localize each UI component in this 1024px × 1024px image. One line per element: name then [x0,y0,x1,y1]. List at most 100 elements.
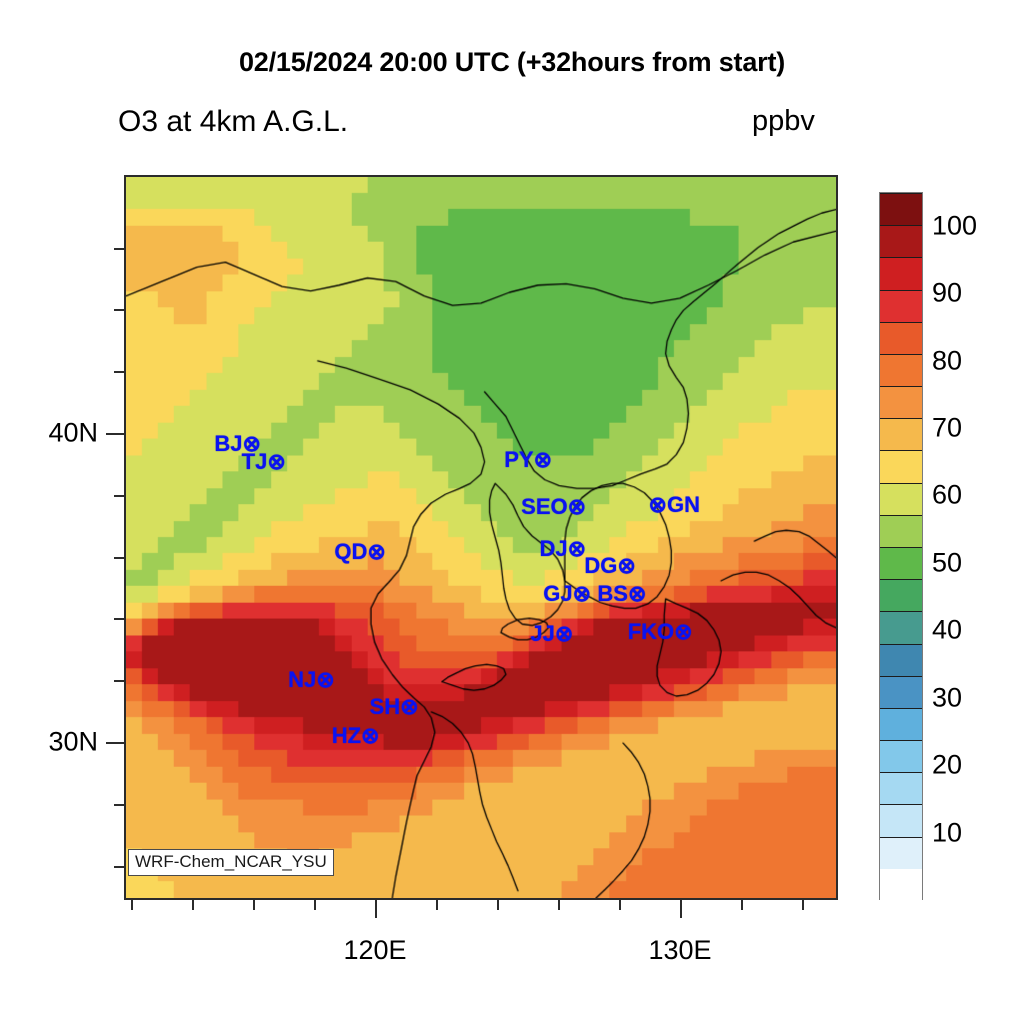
model-name-badge: WRF-Chem_NCAR_YSU [128,849,334,876]
station-code-label: DJ [539,536,568,562]
y-tick [114,248,124,250]
station-cross-icon: ⊗ [367,538,386,564]
station-code-label: TJ [241,448,268,474]
station-marker-bj[interactable]: BJ⊗ [214,430,261,456]
station-marker-gn[interactable]: ⊗GN [649,494,700,516]
station-cross-icon: ⊗ [361,723,380,749]
x-tick [192,900,194,910]
station-marker-hz[interactable]: HZ⊗ [332,725,380,747]
station-marker-dj[interactable]: DJ⊗ [540,538,587,560]
station-cross-icon: ⊗ [648,492,667,518]
x-tick [436,900,438,910]
colorbar-band [880,707,922,741]
colorbar-band [880,804,922,837]
colorbar-label-40: 40 [932,614,963,645]
coastline-overlay-canvas [126,177,836,898]
station-code-label: PY [504,447,534,473]
y-tick-label-30n: 30N [48,726,98,757]
station-cross-icon: ⊗ [316,666,335,692]
station-marker-tj[interactable]: TJ⊗ [241,448,286,474]
station-marker-sh[interactable]: SH⊗ [369,693,419,719]
page-title: 02/15/2024 20:00 UTC (+32hours from star… [238,47,786,77]
x-tick [497,900,499,910]
colorbar-band [880,418,922,451]
station-code-label: FKO [627,618,675,644]
station-marker-layer: BJ⊗ TJ⊗ QD⊗ PY⊗ SEO⊗ ⊗GN DJ⊗ DG⊗ GJ⊗ BS⊗ JJ⊗ FKO⊗ NJ… [126,177,836,898]
y-tick [114,495,124,497]
units-label: ppbv [752,105,815,137]
colorbar-label-30: 30 [932,682,963,713]
station-cross-icon: ⊗ [242,430,261,456]
colorbar-label-100: 100 [932,210,978,241]
colorbar-band [880,193,922,226]
colorbar-band [880,868,922,901]
station-code-label: SEO [521,494,568,520]
station-marker-py[interactable]: PY⊗ [504,449,552,471]
y-tick [114,804,124,806]
station-cross-icon: ⊗ [400,693,419,719]
x-tick [253,900,255,910]
y-tick [106,433,124,435]
station-code-label: GN [666,492,700,518]
station-code-label: NJ [288,666,317,692]
station-cross-icon: ⊗ [567,494,587,520]
station-cross-icon: ⊗ [533,447,552,473]
colorbar-band [880,675,922,708]
station-marker-jj[interactable]: JJ⊗ [530,623,573,645]
colorbar-band [880,225,922,258]
colorbar-band [880,579,922,612]
map-plot-area[interactable]: BJ⊗ TJ⊗ QD⊗ PY⊗ SEO⊗ ⊗GN DJ⊗ DG⊗ GJ⊗ BS⊗ JJ⊗ FKO⊗ NJ… [124,175,838,900]
station-marker-gj[interactable]: GJ⊗ [543,583,591,605]
x-tick [802,900,804,910]
colorbar-label-80: 80 [932,345,963,376]
x-tick [375,900,377,918]
x-tick-label-130e: 130E [648,935,712,965]
station-marker-dg[interactable]: DG⊗ [584,555,635,577]
station-cross-icon: ⊗ [674,618,693,644]
y-tick [114,557,124,559]
station-code-label: SH [369,693,401,719]
colorbar-band [880,772,922,805]
station-marker-fko[interactable]: FKO⊗ [627,618,693,644]
station-code-label: BJ [214,430,243,456]
colorbar-band [880,257,922,290]
colorbar-band [880,611,922,644]
y-tick-label-40n: 40N [48,417,98,448]
station-code-label: HZ [331,723,362,749]
station-marker-seo[interactable]: SEO⊗ [521,496,586,518]
y-tick [106,742,124,744]
x-tick [680,900,682,918]
station-cross-icon: ⊗ [567,536,587,562]
colorbar-label-20: 20 [932,749,963,780]
station-marker-qd[interactable]: QD⊗ [334,538,386,564]
colorbar-band [880,740,922,773]
colorbar-band [880,450,922,483]
variable-label: O3 at 4km A.G.L. [118,105,349,138]
y-tick [114,309,124,311]
colorbar-band [880,353,922,387]
colorbar-band [880,836,922,869]
station-cross-icon: ⊗ [267,448,286,474]
station-code-label: BS [597,581,628,607]
colorbar-label-90: 90 [932,277,963,308]
x-tick [558,900,560,910]
station-cross-icon: ⊗ [554,621,574,647]
x-tick [314,900,316,910]
colorbar-label-10: 10 [932,817,963,848]
colorbar-band [880,547,922,580]
colorbar-band [880,643,922,676]
colorbar-band [880,386,922,419]
station-marker-bs[interactable]: BS⊗ [597,583,646,605]
x-tick [131,900,133,910]
y-tick [114,371,124,373]
colorbar-band [880,514,922,547]
station-code-label: QD [334,538,368,564]
x-tick [619,900,621,910]
station-marker-nj[interactable]: NJ⊗ [288,666,335,692]
colorbar-label-50: 50 [932,547,963,578]
x-tick-label-120e: 120E [343,935,407,965]
colorbar[interactable] [879,192,923,901]
colorbar-label-70: 70 [932,412,963,443]
y-tick [114,680,124,682]
station-code-label: JJ [530,621,555,647]
